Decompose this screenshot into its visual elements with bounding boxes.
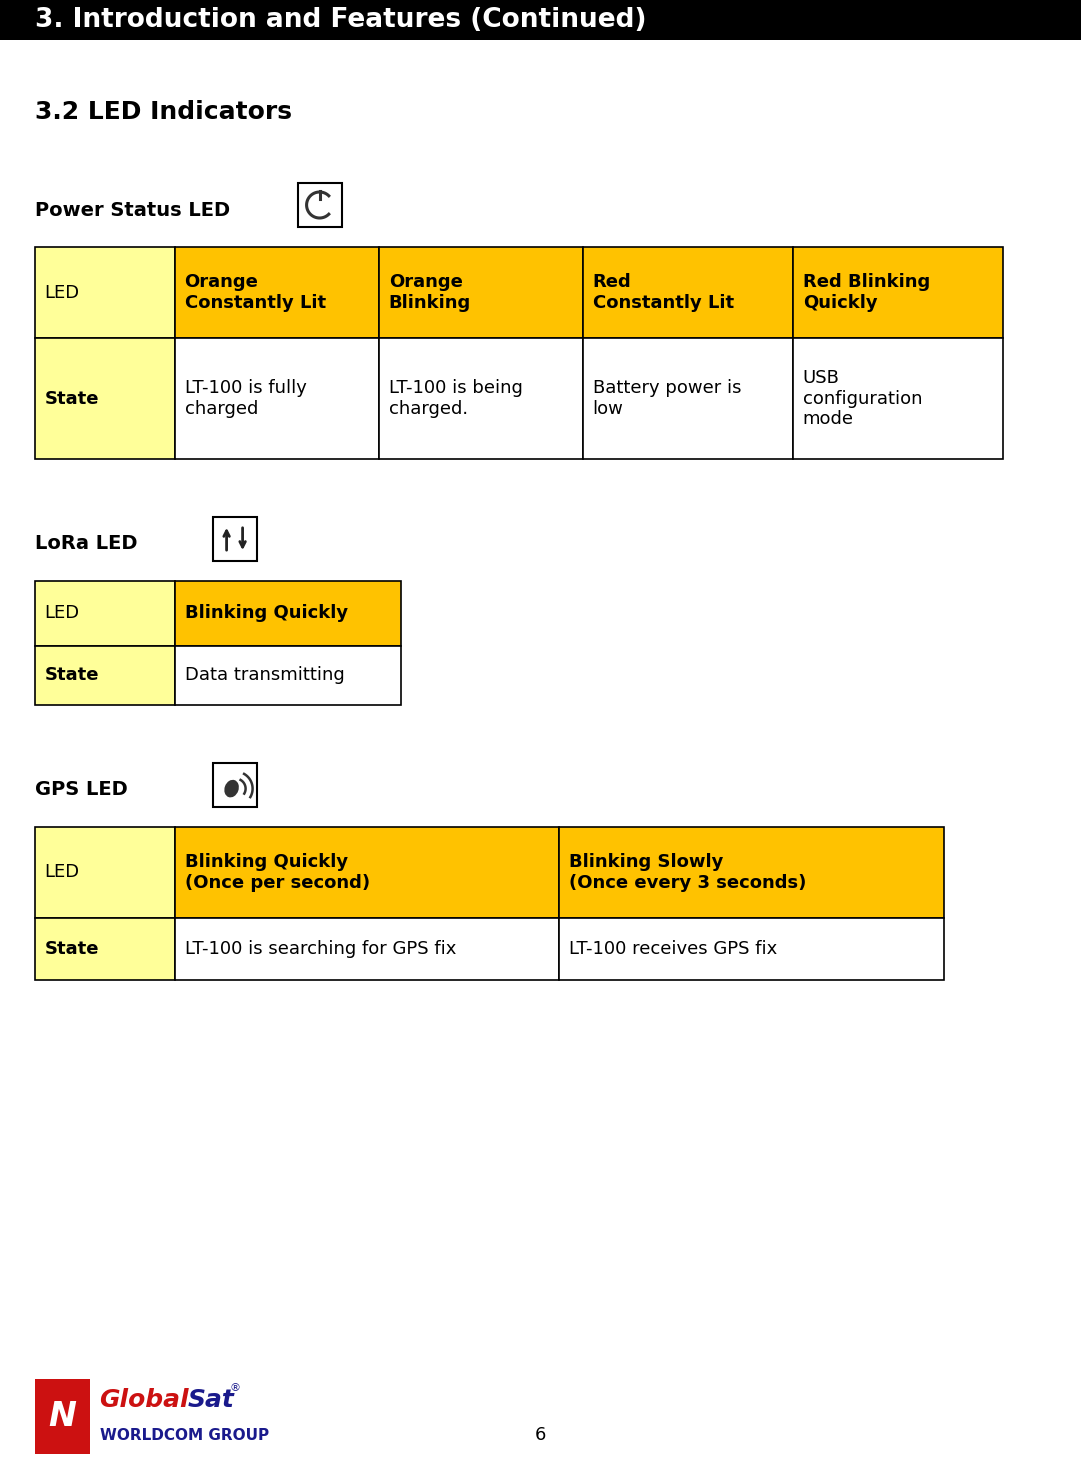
Bar xyxy=(583,247,792,339)
Bar xyxy=(175,339,378,459)
Text: USB
configuration
mode: USB configuration mode xyxy=(803,369,922,428)
Bar xyxy=(213,762,256,807)
Bar xyxy=(792,339,1003,459)
Text: 6: 6 xyxy=(535,1426,546,1444)
Text: N: N xyxy=(49,1400,76,1434)
Bar xyxy=(35,827,175,919)
Text: LED: LED xyxy=(44,605,80,623)
Text: Global: Global xyxy=(99,1388,189,1412)
Text: Orange
Blinking: Orange Blinking xyxy=(389,274,471,312)
Bar xyxy=(35,919,175,980)
Bar xyxy=(583,339,792,459)
Bar xyxy=(35,1379,90,1454)
Bar xyxy=(213,517,256,561)
Text: Battery power is
low: Battery power is low xyxy=(592,380,742,418)
Text: Sat: Sat xyxy=(188,1388,235,1412)
Text: LT-100 receives GPS fix: LT-100 receives GPS fix xyxy=(569,939,777,958)
Text: LED: LED xyxy=(44,284,80,302)
Text: Blinking Quickly
(Once per second): Blinking Quickly (Once per second) xyxy=(185,852,370,892)
Bar xyxy=(378,339,583,459)
Text: LT-100 is searching for GPS fix: LT-100 is searching for GPS fix xyxy=(185,939,456,958)
Text: LED: LED xyxy=(44,863,80,882)
Text: State: State xyxy=(44,667,99,684)
Text: Data transmitting: Data transmitting xyxy=(185,667,345,684)
Text: GPS LED: GPS LED xyxy=(35,780,128,799)
Text: Power Status LED: Power Status LED xyxy=(35,200,230,219)
Text: ®: ® xyxy=(229,1384,241,1393)
Text: State: State xyxy=(44,939,99,958)
Bar xyxy=(175,919,559,980)
Bar xyxy=(175,646,401,705)
Ellipse shape xyxy=(225,780,239,798)
Bar xyxy=(35,247,175,339)
Bar xyxy=(378,247,583,339)
Text: 3. Introduction and Features (Continued): 3. Introduction and Features (Continued) xyxy=(35,7,646,32)
Text: State: State xyxy=(44,390,99,408)
Bar xyxy=(297,183,342,227)
Bar xyxy=(35,581,175,646)
Text: Red Blinking
Quickly: Red Blinking Quickly xyxy=(803,274,930,312)
Text: LoRa LED: LoRa LED xyxy=(35,534,137,553)
Bar xyxy=(792,247,1003,339)
Text: Red
Constantly Lit: Red Constantly Lit xyxy=(592,274,734,312)
Text: 3.2 LED Indicators: 3.2 LED Indicators xyxy=(35,100,292,124)
Bar xyxy=(559,919,944,980)
Bar xyxy=(35,339,175,459)
Text: LT-100 is fully
charged: LT-100 is fully charged xyxy=(185,380,306,418)
Text: WORLDCOM GROUP: WORLDCOM GROUP xyxy=(99,1428,269,1443)
Text: Blinking Quickly: Blinking Quickly xyxy=(185,605,348,623)
Bar xyxy=(175,827,559,919)
Bar xyxy=(175,247,378,339)
Text: Orange
Constantly Lit: Orange Constantly Lit xyxy=(185,274,325,312)
Bar xyxy=(559,827,944,919)
Text: Blinking Slowly
(Once every 3 seconds): Blinking Slowly (Once every 3 seconds) xyxy=(569,852,806,892)
Bar xyxy=(35,646,175,705)
Bar xyxy=(0,0,1081,40)
Text: LT-100 is being
charged.: LT-100 is being charged. xyxy=(389,380,522,418)
Bar xyxy=(175,581,401,646)
